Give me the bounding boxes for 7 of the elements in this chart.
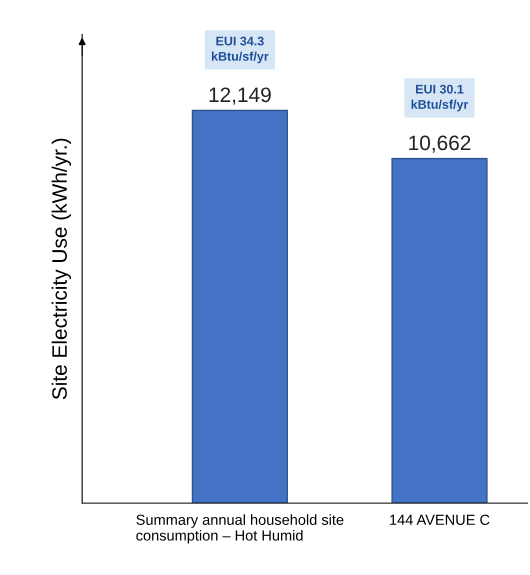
data-label: 10,662: [409, 136, 470, 153]
y-axis-title: Site Electricity Use (kWh/yr.): [52, 138, 72, 400]
x-tick-label: Summary annual household site consumption – Hot Humid: [136, 514, 344, 544]
x-tick-label: 144 AVENUE C: [390, 514, 490, 525]
data-label: 12,149: [210, 87, 271, 105]
annotation: EUI 34.3 kBtu/sf/yr: [212, 36, 269, 64]
annotation: EUI 30.1 kBtu/sf/yr: [412, 84, 468, 112]
